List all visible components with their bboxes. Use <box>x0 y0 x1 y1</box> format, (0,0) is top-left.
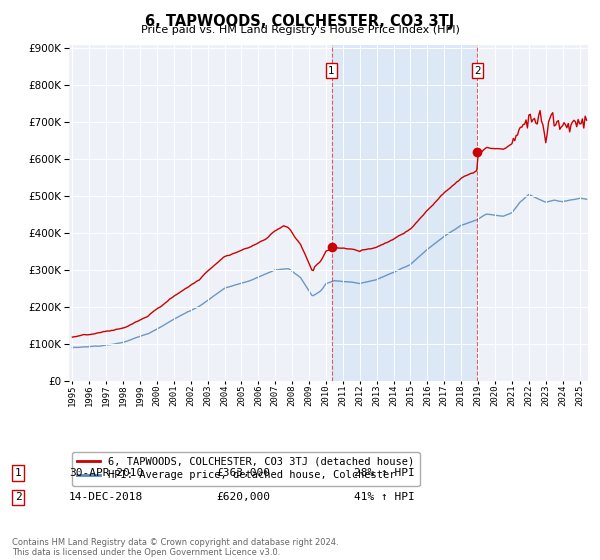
Text: 14-DEC-2018: 14-DEC-2018 <box>69 492 143 502</box>
Text: Contains HM Land Registry data © Crown copyright and database right 2024.
This d: Contains HM Land Registry data © Crown c… <box>12 538 338 557</box>
Text: 41% ↑ HPI: 41% ↑ HPI <box>354 492 415 502</box>
Text: 2: 2 <box>474 66 481 76</box>
Text: 6, TAPWOODS, COLCHESTER, CO3 3TJ: 6, TAPWOODS, COLCHESTER, CO3 3TJ <box>145 14 455 29</box>
Text: 2: 2 <box>14 492 22 502</box>
Text: 28% ↑ HPI: 28% ↑ HPI <box>354 468 415 478</box>
Bar <box>332 45 478 381</box>
Text: £363,000: £363,000 <box>216 468 270 478</box>
Text: Price paid vs. HM Land Registry's House Price Index (HPI): Price paid vs. HM Land Registry's House … <box>140 25 460 35</box>
Text: 1: 1 <box>328 66 335 76</box>
Text: 1: 1 <box>14 468 22 478</box>
Text: £620,000: £620,000 <box>216 492 270 502</box>
Legend: 6, TAPWOODS, COLCHESTER, CO3 3TJ (detached house), HPI: Average price, detached : 6, TAPWOODS, COLCHESTER, CO3 3TJ (detach… <box>71 451 419 486</box>
Text: 30-APR-2010: 30-APR-2010 <box>69 468 143 478</box>
